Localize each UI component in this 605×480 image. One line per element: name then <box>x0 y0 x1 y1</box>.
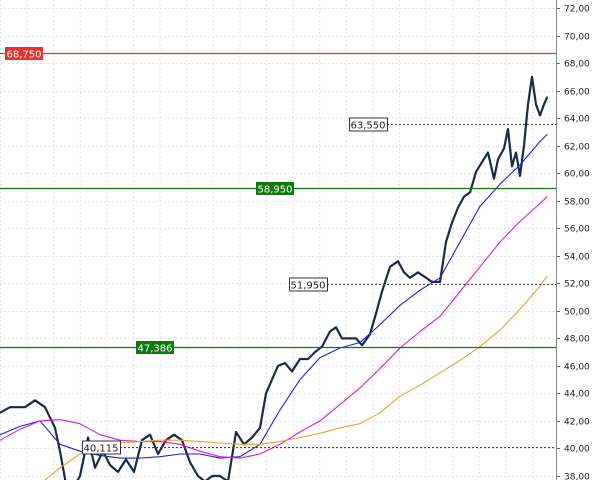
marker-label: 40,115 <box>84 444 119 455</box>
grid-lines <box>0 0 556 480</box>
y-tick-label: 54,00 <box>564 253 590 263</box>
y-tick-label: 40,00 <box>564 445 590 455</box>
moving-average-line <box>0 196 548 459</box>
y-tick-label: 38,00 <box>564 473 590 480</box>
marker-label: 51,950 <box>291 281 326 292</box>
level-badge <box>256 182 294 195</box>
y-tick-label: 72,00 <box>564 5 590 15</box>
horizontal-levels: 68,750 58,950 47,386 63,550 51,950 40,115 <box>0 47 556 455</box>
y-tick-label: 46,00 <box>564 363 590 373</box>
y-tick-label: 48,00 <box>564 335 590 345</box>
price-line <box>0 75 549 480</box>
y-tick-label: 64,00 <box>564 115 590 125</box>
marker-badge <box>289 277 328 292</box>
level-badge <box>136 341 174 354</box>
level-label: 58,950 <box>258 185 293 196</box>
y-axis: 38,00 40,00 42,00 44,00 46,00 48,00 50,00 52,00… <box>556 0 590 480</box>
level-badge <box>5 47 43 60</box>
y-tick-label: 62,00 <box>564 143 590 153</box>
y-tick-label: 60,00 <box>564 170 590 180</box>
y-tick-label: 42,00 <box>564 418 590 428</box>
marker-badge <box>349 117 388 132</box>
marker-badge <box>82 440 121 455</box>
level-label: 68,750 <box>7 50 42 61</box>
moving-average-line <box>44 275 548 480</box>
y-tick-label: 52,00 <box>564 280 590 290</box>
y-tick-label: 66,00 <box>564 88 590 98</box>
level-label: 47,386 <box>138 344 173 355</box>
marker-label: 63,550 <box>351 121 386 132</box>
y-tick-label: 58,00 <box>564 198 590 208</box>
y-tick-label: 56,00 <box>564 225 590 235</box>
y-tick-label: 44,00 <box>564 390 590 400</box>
y-tick-label: 70,00 <box>564 33 590 43</box>
y-tick-label: 50,00 <box>564 308 590 318</box>
y-tick-label: 68,00 <box>564 60 590 70</box>
series-layer <box>0 75 549 480</box>
